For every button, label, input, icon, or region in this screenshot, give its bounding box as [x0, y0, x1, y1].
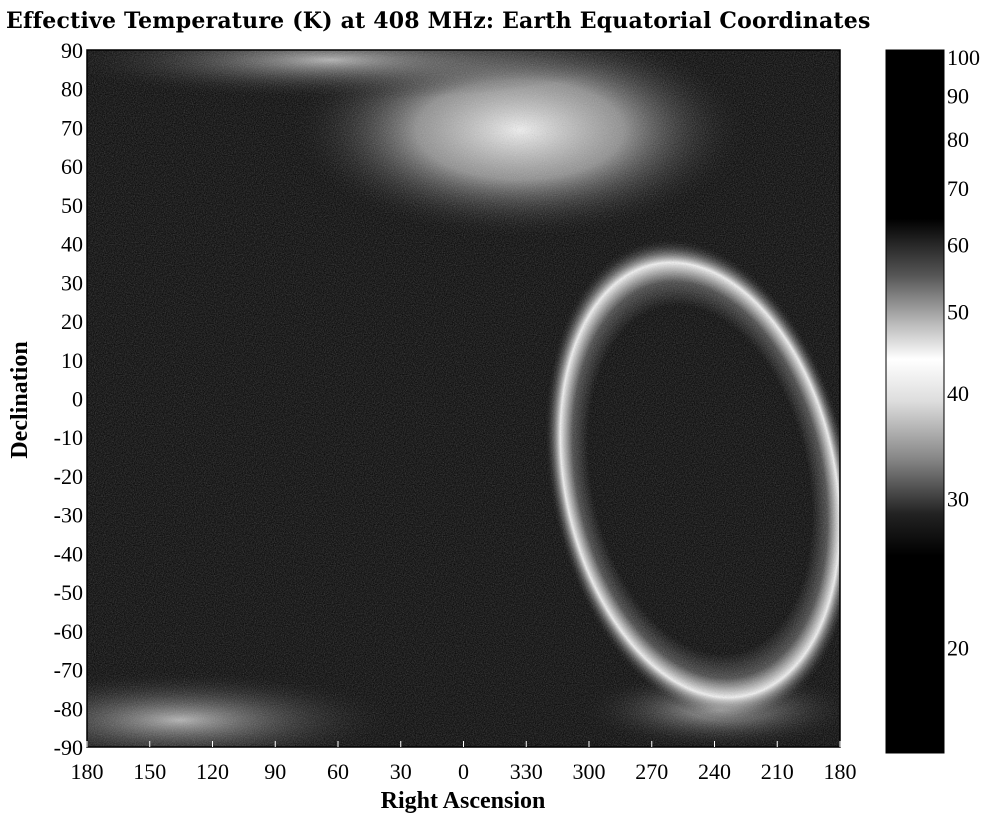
colorbar-tick-label: 40 [947, 381, 969, 406]
y-tick-label: 70 [61, 115, 83, 140]
colorbar-tick-label: 70 [947, 176, 969, 201]
colorbar-tick-label: 100 [947, 45, 980, 70]
y-tick-label: 50 [61, 193, 83, 218]
y-tick-label: 0 [72, 387, 83, 412]
y-tick-label: -90 [54, 735, 83, 760]
heatmap-noise [87, 50, 840, 747]
y-tick-label: 30 [61, 270, 83, 295]
y-tick-label: -80 [54, 696, 83, 721]
heatmap-plot-area [87, 50, 840, 747]
y-tick-label: 80 [61, 77, 83, 102]
colorbar-tick-label: 20 [947, 635, 969, 660]
y-tick-label: 10 [61, 348, 83, 373]
x-tick-label: 240 [698, 759, 731, 784]
x-tick-label: 60 [327, 759, 349, 784]
y-tick-label: 90 [61, 38, 83, 63]
x-tick-label: 30 [390, 759, 412, 784]
colorbar-tick-label: 80 [947, 127, 969, 152]
y-tick-label: -10 [54, 425, 83, 450]
colorbar-tick-label: 60 [947, 232, 969, 257]
y-tick-label: -70 [54, 658, 83, 683]
y-tick-label: -30 [54, 503, 83, 528]
y-tick-label: -20 [54, 464, 83, 489]
chart-title: Effective Temperature (K) at 408 MHz: Ea… [6, 8, 871, 34]
colorbar [885, 49, 945, 754]
colorbar-tick-label: 30 [947, 487, 969, 512]
x-tick-label: 0 [458, 759, 469, 784]
colorbar-tick-labels: 100 90 80 70 60 50 40 30 20 [947, 45, 980, 660]
y-tick-label: 20 [61, 309, 83, 334]
colorbar-tick-label: 50 [947, 299, 969, 324]
x-tick-label: 180 [71, 759, 104, 784]
x-tick-label: 150 [133, 759, 166, 784]
x-tick-label: 90 [264, 759, 286, 784]
y-tick-label: -60 [54, 619, 83, 644]
x-tick-label: 180 [824, 759, 857, 784]
x-tick-label: 330 [510, 759, 543, 784]
x-axis-label: Right Ascension [381, 788, 546, 814]
y-tick-label: 40 [61, 232, 83, 257]
x-tick-label: 270 [635, 759, 668, 784]
x-tick-label: 210 [761, 759, 794, 784]
y-tick-labels: 90 80 70 60 50 40 30 20 10 0 -10 -20 -30 -40 -50 -60 -70… [54, 38, 83, 760]
x-tick-labels: 180 150 120 90 60 30 0 330 300 270 240 210 180 [71, 741, 857, 784]
colorbar-tick-label: 90 [947, 84, 969, 109]
y-tick-label: 60 [61, 154, 83, 179]
y-tick-label: -40 [54, 541, 83, 566]
y-tick-label: -50 [54, 580, 83, 605]
x-tick-label: 120 [196, 759, 229, 784]
y-axis-label: Declination [7, 341, 33, 458]
x-tick-label: 300 [573, 759, 606, 784]
